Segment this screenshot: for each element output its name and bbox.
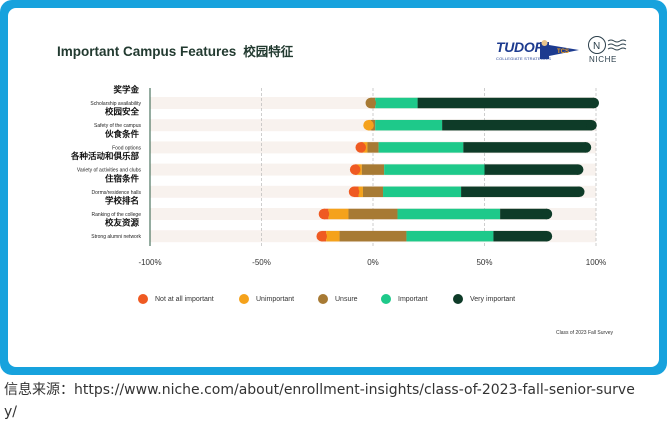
legend-swatch [318,294,328,304]
legend-label: Unimportant [256,295,295,303]
category-label-en: Scholarship availability [90,101,141,107]
bar-segment-very-important [493,230,547,242]
x-tick-label: 0% [367,258,379,267]
category-label-en: Ranking of the college [92,212,142,218]
bar-segment-very-important [417,97,594,109]
bar-segment-very-important [500,208,547,220]
legend-swatch [453,294,463,304]
category-label-cn: 住宿条件 [105,173,140,184]
legend-swatch [138,294,148,304]
legend-label: Not at all important [155,295,214,303]
category-label-cn: 伙食条件 [105,129,140,140]
bar-segment-very-important [461,186,580,198]
bar-segment-unsure [362,186,384,198]
legend-item: Unsure [318,293,358,305]
category-label-en: Variety of activities and clubs [77,168,142,174]
bar-segment-important [378,142,464,153]
x-tick-label: 100% [586,258,606,267]
bar-segment-very-important [442,119,592,131]
bar-segment-unsure [339,230,407,242]
bar-cap-left [365,97,377,109]
legend-item: Important [381,293,428,305]
chart-title: Important Campus Features 校园特征 [57,41,293,60]
bar-cap-left [316,230,327,242]
bar-cap-left [348,186,360,198]
x-tick-label: -50% [252,258,271,267]
svg-text:N: N [593,41,600,52]
bar-segment-important [397,208,501,220]
legend-item: Not at all important [138,293,214,305]
category-label-en: Dorms/residence halls [92,190,142,196]
bar-segment-unsure [361,164,385,175]
bar-cap-left [355,142,366,153]
svg-text:TCS: TCS [557,49,569,55]
category-label-cn: 学校排名 [105,196,139,207]
category-label-en: Strong alumni network [91,234,141,240]
bar-cap-right [541,208,553,220]
bar-segment-important [383,186,462,198]
bar-segment-very-important [463,142,586,153]
bar-cap-right [588,97,600,109]
bar-segment-unsure [367,142,379,153]
category-label-en: Safety of the campus [94,123,141,129]
bar-cap-right [574,186,585,198]
tudor-logo-word: TUDOR [496,39,545,55]
bar-segment-unsure [348,208,398,220]
bar-cap-left [363,119,374,131]
bar-cap-left [349,164,361,175]
niche-logo-icon: N [588,36,627,54]
legend-item: Unimportant [239,293,294,305]
bar-segment-important [375,119,443,131]
bar-cap-right [586,119,597,131]
bar-segment-important [375,97,418,109]
niche-logo-word: NICHE [589,55,617,64]
legend-swatch [381,294,391,304]
bar-segment-very-important [484,164,579,175]
chart-title-en: Important Campus Features [57,44,237,59]
bar-segment-important [406,230,494,242]
chart-legend: Not at all important Unimportant Unsure Imp… [138,293,558,307]
bar-cap-right [572,164,584,175]
bar-segment-unimportant [358,186,363,198]
chart-card: Important Campus Features 校园特征 TUDOR COLL… [8,8,659,367]
tudor-logo-tagline: COLLEGIATE STRATEGIES [496,56,552,61]
chart-title-cn: 校园特征 [243,44,294,59]
niche-logo: N NICHE [586,35,636,67]
bar-segment-unimportant [326,230,340,242]
x-tick-label: -100% [138,258,161,267]
survey-footnote: Class of 2023 Fall Survey [556,330,613,336]
bar-segment-important [384,164,485,175]
source-caption: 信息来源：https://www.niche.com/about/enrollm… [4,382,635,420]
legend-item: Very important [453,293,515,305]
x-tick-label: 50% [476,258,492,267]
category-label-cn: 各种活动和俱乐部 [70,151,140,162]
category-label-cn: 奖学金 [113,85,139,96]
tudor-pennant-icon: TCS [540,40,579,59]
bar-cap-right [541,230,553,242]
legend-label: Very important [470,295,516,303]
category-label-cn: 校友资源 [105,218,140,229]
legend-label: Important [398,295,428,303]
bar-cap-left [318,208,330,220]
bar-segment-unimportant [328,208,349,220]
legend-swatch [239,294,249,304]
tudor-logo: TUDOR COLLEGIATE STRATEGIES TCS [496,38,582,64]
category-label-en: Food options [112,145,141,151]
bar-cap-right [580,142,592,153]
legend-label: Unsure [335,295,358,303]
category-label-cn: 校园安全 [105,107,140,118]
